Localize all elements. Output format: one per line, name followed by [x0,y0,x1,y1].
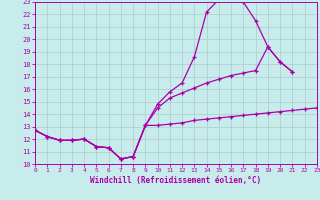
X-axis label: Windchill (Refroidissement éolien,°C): Windchill (Refroidissement éolien,°C) [91,176,261,185]
